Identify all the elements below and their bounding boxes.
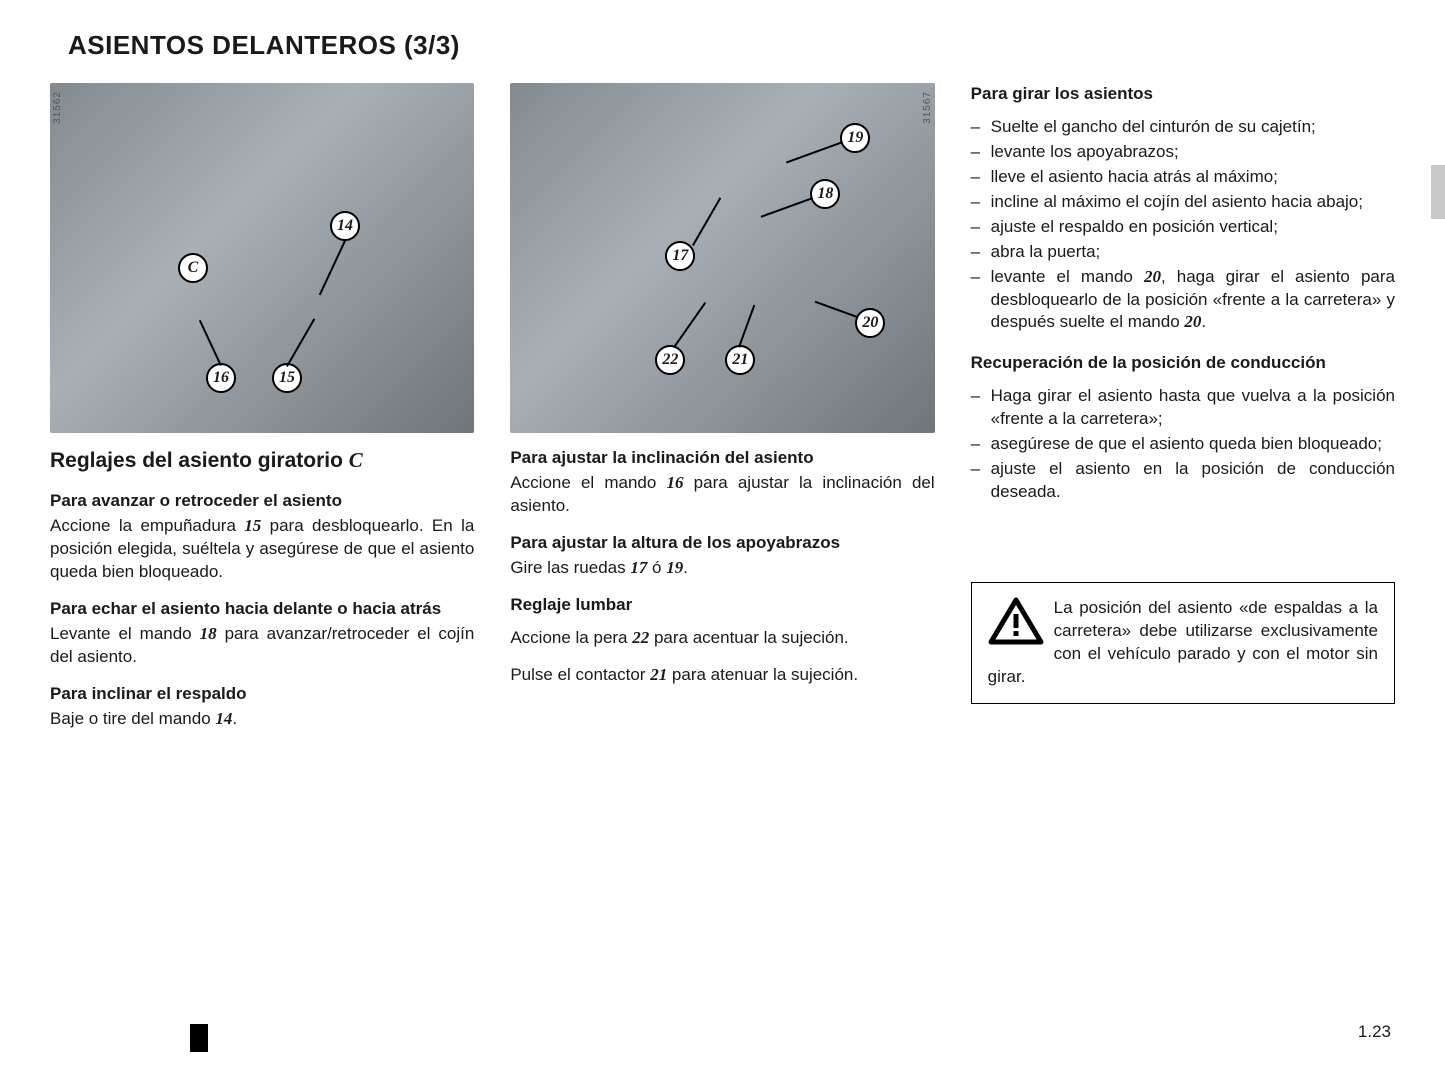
- col3-h1: Para girar los asientos: [971, 83, 1395, 106]
- page-title: ASIENTOS DELANTEROS (3/3): [50, 30, 1395, 61]
- content-columns: 31562 14 C 16 15 Reglajes del asiento gi…: [50, 83, 1395, 731]
- leader-line: [319, 240, 346, 295]
- col2-p1: Accione el mando 16 para ajustar la incl…: [510, 472, 934, 518]
- list-item: levante los apoyabrazos;: [971, 141, 1395, 164]
- text: Accione la empuñadura: [50, 516, 244, 535]
- text: para atenuar la sujeción.: [667, 665, 858, 684]
- callout-20: 20: [855, 308, 885, 338]
- text: Accione la pera: [510, 628, 632, 647]
- footer-mark: [190, 1024, 208, 1052]
- col1-p2-head: Para echar el asiento hacia delante o ha…: [50, 598, 474, 621]
- warning-icon: [988, 597, 1044, 647]
- callout-17: 17: [665, 241, 695, 271]
- col1-p2: Levante el mando 18 para avanzar/retroce…: [50, 623, 474, 669]
- leader-line: [286, 318, 315, 367]
- col2-p3-head: Reglaje lumbar: [510, 594, 934, 617]
- col2-p2: Gire las ruedas 17 ó 19.: [510, 557, 934, 580]
- list-item: incline al máximo el cojín del asiento h…: [971, 191, 1395, 214]
- warning-box: La posición del asiento «de espaldas a l…: [971, 582, 1395, 704]
- figure-1-id: 31562: [52, 91, 63, 124]
- callout-18: 18: [810, 179, 840, 209]
- heading-text: Reglajes del asiento giratorio: [50, 449, 349, 472]
- leader-line: [692, 197, 721, 246]
- col1-p1: Accione la empuñadura 15 para desbloquea…: [50, 515, 474, 584]
- warning-text: La posición del asiento «de espaldas a l…: [988, 598, 1378, 686]
- rotate-seat-list: Suelte el gancho del cinturón de su caje…: [971, 116, 1395, 334]
- text: Gire las ruedas: [510, 558, 630, 577]
- ref-number: 22: [632, 628, 649, 647]
- text: levante el mando: [991, 267, 1144, 286]
- ref-number: 21: [650, 665, 667, 684]
- col2-p1-head: Para ajustar la inclinación del asiento: [510, 447, 934, 470]
- list-item: levante el mando 20, haga girar el asien…: [971, 266, 1395, 335]
- col2-p2-head: Para ajustar la altura de los apoyabrazo…: [510, 532, 934, 555]
- callout-21: 21: [725, 345, 755, 375]
- text: Baje o tire del mando: [50, 709, 215, 728]
- ref-number: 19: [666, 558, 683, 577]
- list-item: Haga girar el asiento hasta que vuelva a…: [971, 385, 1395, 431]
- heading-letter: C: [349, 448, 363, 472]
- ref-number: 20: [1184, 312, 1201, 331]
- column-1: 31562 14 C 16 15 Reglajes del asiento gi…: [50, 83, 474, 731]
- list-item: asegúrese de que el asiento queda bien b…: [971, 433, 1395, 456]
- figure-1: 31562 14 C 16 15: [50, 83, 474, 433]
- ref-number: 18: [200, 624, 217, 643]
- leader-line: [815, 301, 858, 318]
- list-item: ajuste el respaldo en posición vertical;: [971, 216, 1395, 239]
- leader-line: [673, 302, 706, 348]
- callout-19: 19: [840, 123, 870, 153]
- col1-p3: Baje o tire del mando 14.: [50, 708, 474, 731]
- page-number: 1.23: [1358, 1022, 1391, 1042]
- leader-line: [761, 197, 813, 218]
- figure-2: 31567 19 18 17 20 21 22: [510, 83, 934, 433]
- column-3: Para girar los asientos Suelte el gancho…: [971, 83, 1395, 731]
- text: .: [232, 709, 237, 728]
- text: .: [1201, 312, 1206, 331]
- leader-line: [786, 141, 843, 163]
- column-2: 31567 19 18 17 20 21 22 Para ajustar la …: [510, 83, 934, 731]
- recovery-list: Haga girar el asiento hasta que vuelva a…: [971, 385, 1395, 504]
- callout-16: 16: [206, 363, 236, 393]
- text: Levante el mando: [50, 624, 200, 643]
- ref-number: 20: [1144, 267, 1161, 286]
- text: Accione el mando: [510, 473, 666, 492]
- list-item: lleve el asiento hacia atrás al máximo;: [971, 166, 1395, 189]
- list-item: ajuste el asiento en la posición de cond…: [971, 458, 1395, 504]
- ref-number: 16: [667, 473, 684, 492]
- leader-line: [199, 320, 222, 366]
- text: ó: [647, 558, 666, 577]
- ref-number: 14: [215, 709, 232, 728]
- ref-number: 15: [244, 516, 261, 535]
- callout-15: 15: [272, 363, 302, 393]
- list-item: Suelte el gancho del cinturón de su caje…: [971, 116, 1395, 139]
- col1-heading: Reglajes del asiento giratorio C: [50, 447, 474, 474]
- leader-line: [738, 305, 755, 348]
- col2-p3: Accione la pera 22 para acentuar la suje…: [510, 627, 934, 650]
- callout-14: 14: [330, 211, 360, 241]
- callout-22: 22: [655, 345, 685, 375]
- figure-2-id: 31567: [922, 91, 933, 124]
- col2-p4: Pulse el contactor 21 para atenuar la su…: [510, 664, 934, 687]
- thumb-tab: [1431, 165, 1445, 219]
- ref-number: 17: [630, 558, 647, 577]
- text: .: [683, 558, 688, 577]
- col1-p3-head: Para inclinar el respaldo: [50, 683, 474, 706]
- text: Pulse el contactor: [510, 665, 650, 684]
- col1-p1-head: Para avanzar o retroceder el asiento: [50, 490, 474, 513]
- col3-h2: Recuperación de la posición de conducció…: [971, 352, 1395, 375]
- list-item: abra la puerta;: [971, 241, 1395, 264]
- text: para acentuar la sujeción.: [649, 628, 848, 647]
- callout-C: C: [178, 253, 208, 283]
